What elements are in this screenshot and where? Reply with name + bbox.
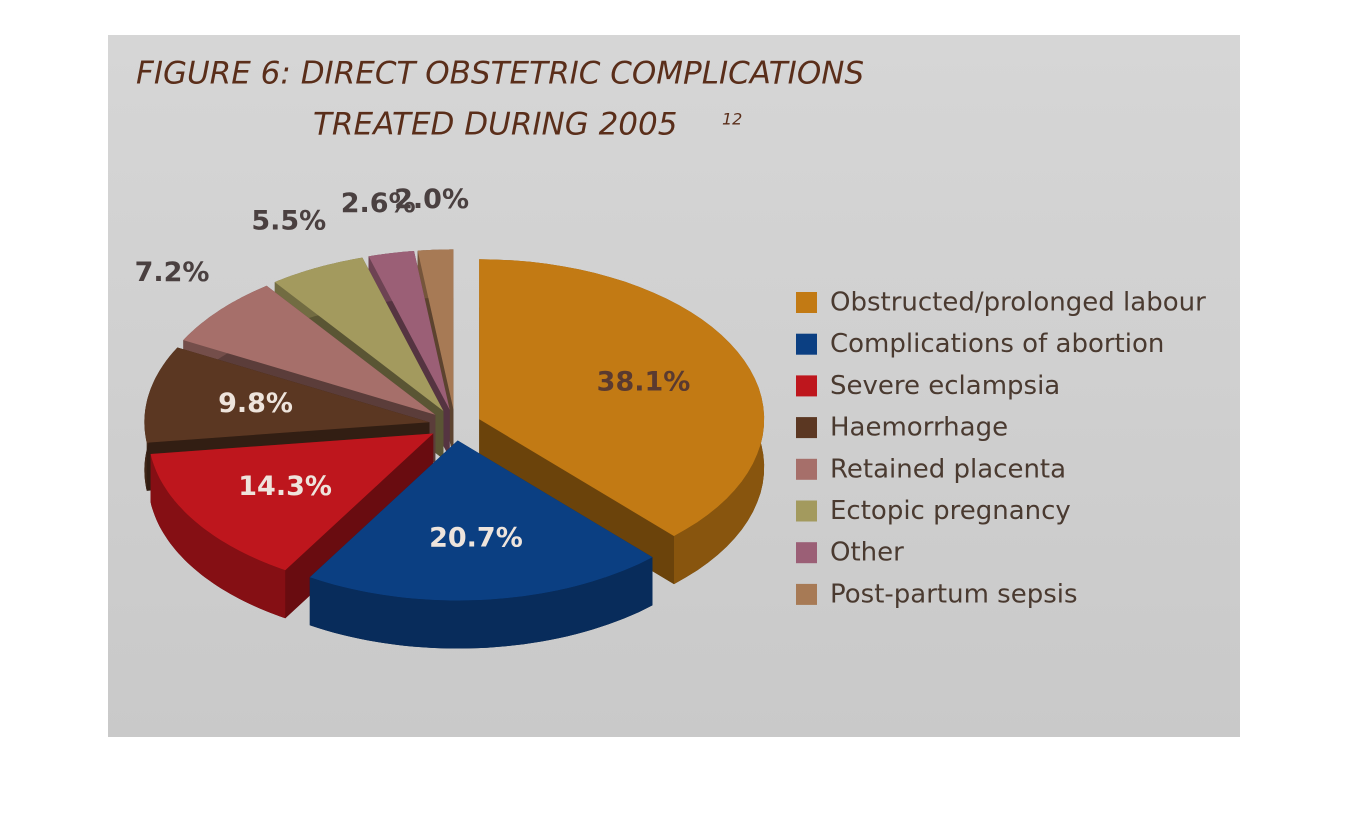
legend-label: Obstructed/prolonged labour xyxy=(830,288,1206,318)
data-label: 20.7% xyxy=(429,523,523,554)
slice xyxy=(417,249,454,410)
legend-label: Complications of abortion xyxy=(830,329,1164,359)
legend-swatch xyxy=(796,500,817,522)
data-label: 14.3% xyxy=(238,471,332,502)
legend-swatch xyxy=(796,542,817,564)
slice xyxy=(309,440,653,601)
legend-swatch xyxy=(796,458,817,480)
slice xyxy=(274,257,444,411)
data-label: 5.5% xyxy=(251,206,326,237)
slice xyxy=(479,259,765,537)
data-label: 2.0% xyxy=(394,184,469,215)
legend-label: Post-partum sepsis xyxy=(830,579,1078,609)
legend: Obstructed/prolonged labour Complications… xyxy=(796,288,1206,609)
legend-label: Haemorrhage xyxy=(830,413,1008,443)
data-label: 38.1% xyxy=(597,366,691,397)
legend-label: Retained placenta xyxy=(830,454,1066,484)
legend-swatch xyxy=(796,292,817,313)
slice xyxy=(368,251,450,410)
legend-swatch xyxy=(796,417,817,439)
slice xyxy=(144,347,430,443)
title-note: 12 xyxy=(722,110,742,129)
data-label: 7.2% xyxy=(135,257,210,288)
chart-title: TREATED DURING 2005 xyxy=(313,107,677,143)
pie: 38.1% 20.7% 14.3% 9.8% 7.2% 5.5% 2.6%2.0% xyxy=(135,184,765,649)
data-label: 9.8% xyxy=(218,388,293,419)
slice-side xyxy=(309,557,653,649)
legend-label: Other xyxy=(830,538,904,568)
legend-swatch xyxy=(796,375,817,397)
slice xyxy=(150,433,434,571)
legend-label: Ectopic pregnancy xyxy=(830,496,1071,526)
slice-side xyxy=(150,454,286,619)
slice xyxy=(183,285,436,415)
legend-label: Severe eclampsia xyxy=(830,371,1060,401)
legend-swatch xyxy=(796,583,817,605)
legend-swatch xyxy=(796,333,817,355)
data-label: 2.6% xyxy=(341,188,416,219)
chart-title: FIGURE 6: DIRECT OBSTETRIC COMPLICATIONS xyxy=(136,56,864,92)
